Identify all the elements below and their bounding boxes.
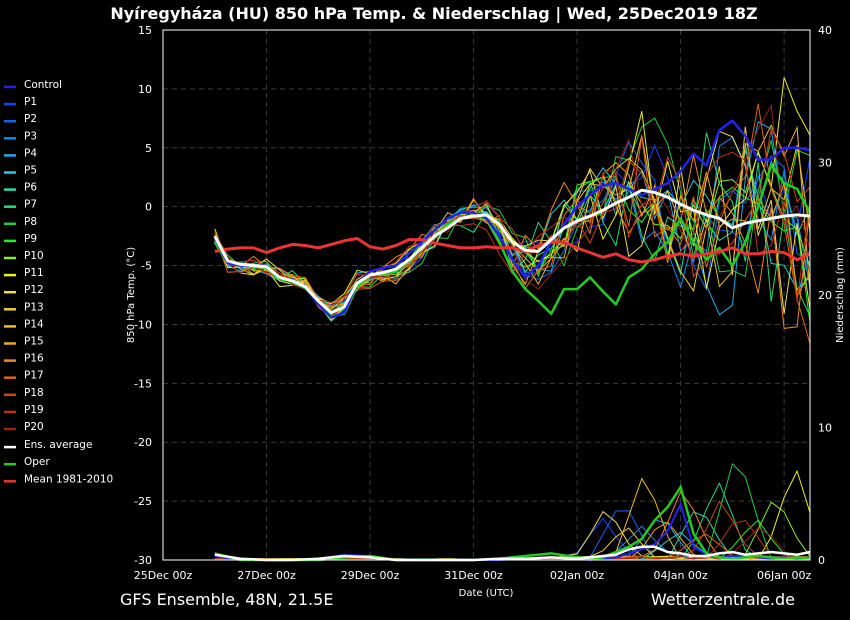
y2-tick-label-3: 10 <box>818 422 832 435</box>
legend-label-p11: P11 <box>24 267 44 279</box>
x-tick-label-6: 06Jan 00z <box>757 569 811 582</box>
legend-label-p4: P4 <box>24 147 37 159</box>
legend-label-p3: P3 <box>24 130 37 142</box>
footer-model-info: GFS Ensemble, 48N, 21.5E <box>120 590 333 609</box>
x-tick-label-5: 04Jan 00z <box>653 569 707 582</box>
x-tick-label-2: 29Dec 00z <box>341 569 400 582</box>
y-tick-label-9: -30 <box>134 554 152 567</box>
legend-label-p2: P2 <box>24 113 37 125</box>
y-tick-label-1: 10 <box>138 83 152 96</box>
y-tick-label-5: -10 <box>134 318 152 331</box>
legend-label-mean-1981-2010: Mean 1981-2010 <box>24 473 113 485</box>
legend-label-p13: P13 <box>24 301 44 313</box>
legend-label-p15: P15 <box>24 336 44 348</box>
legend-label-p5: P5 <box>24 165 37 177</box>
x-tick-label-0: 25Dec 00z <box>134 569 193 582</box>
legend-label-p16: P16 <box>24 353 44 365</box>
main-series-layer <box>213 119 812 319</box>
precip-line-control <box>214 501 811 562</box>
y-tick-label-7: -20 <box>134 436 152 449</box>
grid-layer <box>163 30 810 560</box>
legend-label-p1: P1 <box>24 96 37 108</box>
y-tick-label-8: -25 <box>134 495 152 508</box>
chart-title: Nyíregyháza (HU) 850 hPa Temp. & Nieders… <box>110 4 757 24</box>
y2-tick-label-2: 20 <box>818 289 832 302</box>
y2-tick-label-0: 40 <box>818 24 832 37</box>
y-tick-label-0: 15 <box>138 24 152 37</box>
x-tick-label-3: 31Dec 00z <box>444 569 503 582</box>
precip-line-ens-average <box>214 545 811 562</box>
legend-label-p8: P8 <box>24 216 37 228</box>
x-axis-label: Date (UTC) <box>459 588 514 599</box>
legend-label-ens-average: Ens. average <box>24 439 92 451</box>
legend-label-p6: P6 <box>24 182 37 194</box>
y-tick-label-6: -15 <box>134 377 152 390</box>
legend-label-p7: P7 <box>24 199 37 211</box>
y-tick-label-3: 0 <box>145 201 152 214</box>
y-tick-label-4: -5 <box>141 260 152 273</box>
legend-label-p9: P9 <box>24 233 37 245</box>
y2-axis-ticks: 40 30 20 10 0 <box>818 24 832 567</box>
series-line-mean-1981-2010 <box>214 237 811 264</box>
y2-axis-label: Niederschlag (mm) <box>835 247 846 343</box>
footer-source: Wetterzentrale.de <box>651 590 795 609</box>
series-line-control <box>213 119 811 319</box>
series-line-ens-average <box>213 188 811 315</box>
y-tick-label-2: 5 <box>145 142 152 155</box>
y-axis-label: 850 hPa Temp. (°C) <box>126 247 137 343</box>
legend-label-p17: P17 <box>24 370 44 382</box>
y2-tick-label-1: 30 <box>818 157 832 170</box>
y-axis-ticks: 15 10 5 0 -5 -10 -15 -20 -25 -30 <box>134 24 152 567</box>
x-tick-label-1: 27Dec 00z <box>237 569 296 582</box>
y2-tick-label-4: 0 <box>818 554 825 567</box>
legend-label-p20: P20 <box>24 421 44 433</box>
legend-label-p10: P10 <box>24 250 44 262</box>
legend-label-oper: Oper <box>24 456 50 468</box>
legend-label-p18: P18 <box>24 387 44 399</box>
legend-label-p12: P12 <box>24 284 44 296</box>
legend-label-p19: P19 <box>24 404 44 416</box>
legend: Control P1 P2 P3 P4 P5 P6 P7 P8 P9 P10 P11 P12 P13 P14… <box>4 79 113 485</box>
x-axis-ticks: 25Dec 00z 27Dec 00z 29Dec 00z 31Dec 00z 02Ja… <box>134 569 812 582</box>
legend-label-p14: P14 <box>24 318 44 330</box>
legend-label-control: Control <box>24 79 62 91</box>
plot-frame <box>162 29 811 561</box>
x-tick-label-4: 02Jan 00z <box>550 569 604 582</box>
